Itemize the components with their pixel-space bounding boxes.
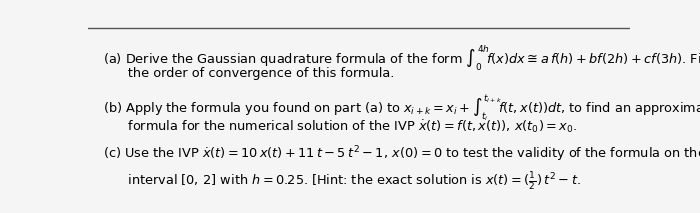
Text: (c) Use the IVP $\dot{x}(t) = 10\,x(t) + 11\,t - 5\,t^2 - 1,\, x(0) = 0$ to test: (c) Use the IVP $\dot{x}(t) = 10\,x(t) +… bbox=[103, 144, 700, 164]
Text: the order of convergence of this formula.: the order of convergence of this formula… bbox=[103, 67, 394, 80]
Text: interval $[0,\, 2]$ with $h = 0.25$. [Hint: the exact solution is $x(t) = (\frac: interval $[0,\, 2]$ with $h = 0.25$. [Hi… bbox=[103, 171, 580, 193]
Text: (b) Apply the formula you found on part (a) to $x_{i+k} = x_i + \int_{t_i}^{t_{i: (b) Apply the formula you found on part … bbox=[103, 94, 700, 124]
Text: (a) Derive the Gaussian quadrature formula of the form $\int_0^{4h}\!f(x)dx \con: (a) Derive the Gaussian quadrature formu… bbox=[103, 43, 700, 72]
Text: formula for the numerical solution of the IVP $\dot{x}(t) = f(t,x(t)),\, x(t_0) : formula for the numerical solution of th… bbox=[103, 118, 577, 135]
